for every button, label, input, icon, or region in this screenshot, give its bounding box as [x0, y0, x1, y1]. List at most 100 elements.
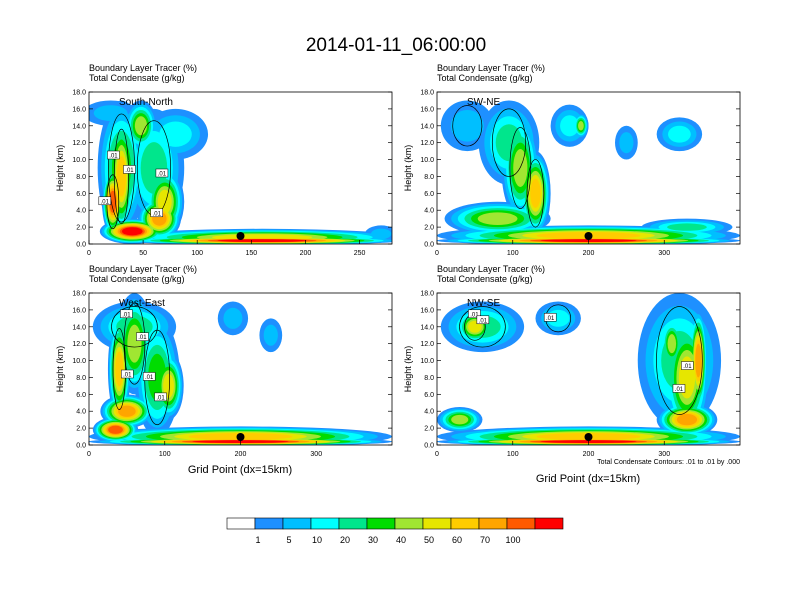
- tracer-cell: [578, 121, 584, 131]
- x-tick-label: 100: [507, 451, 519, 458]
- panel-label: South-North: [119, 97, 173, 108]
- tracer-field: [437, 100, 740, 244]
- y-tick-label: 8.0: [424, 375, 434, 382]
- x-axis-label: Grid Point (dx=15km): [536, 473, 640, 485]
- panel-header-1: Boundary Layer Tracer (%): [437, 264, 545, 274]
- svg-text:.01: .01: [546, 316, 555, 322]
- x-tick-label: 200: [583, 250, 595, 257]
- x-tick-label: 0: [435, 250, 439, 257]
- colorbar-label: 20: [340, 535, 350, 545]
- y-tick-label: 18.0: [72, 291, 86, 298]
- y-tick-label: 14.0: [72, 324, 86, 331]
- condensate-contour: [656, 306, 703, 415]
- panel-header-2: Total Condensate (g/kg): [437, 73, 533, 83]
- colorbar-swatch: [506, 517, 536, 530]
- tracer-cell: [263, 324, 278, 346]
- colorbar-swatch: [226, 517, 256, 530]
- tracer-cell: [217, 239, 307, 242]
- y-tick-label: 4.0: [424, 409, 434, 416]
- svg-text:.01: .01: [675, 387, 684, 393]
- panel-header-1: Boundary Layer Tracer (%): [89, 63, 197, 73]
- y-tick-label: 16.0: [420, 307, 434, 314]
- tracer-cell: [530, 178, 541, 208]
- colorbar-swatch: [534, 517, 564, 530]
- colorbar-label: 5: [286, 535, 291, 545]
- y-tick-label: 4.0: [76, 409, 86, 416]
- x-tick-label: 150: [245, 250, 257, 257]
- y-tick-label: 18.0: [420, 291, 434, 298]
- colorbar-label: 40: [396, 535, 406, 545]
- colorbar-label: 100: [505, 535, 520, 545]
- condensate-contour: [112, 328, 126, 410]
- panel-label: West-East: [119, 298, 165, 309]
- svg-text:.01: .01: [156, 395, 165, 401]
- y-axis-label: Height (km): [403, 346, 413, 393]
- y-tick-label: 6.0: [424, 191, 434, 198]
- svg-text:.01: .01: [122, 312, 131, 318]
- y-tick-label: 10.0: [72, 157, 86, 164]
- colorbar-swatch: [366, 517, 396, 530]
- x-tick-label: 300: [658, 250, 670, 257]
- tracer-cell: [118, 405, 136, 417]
- x-tick-label: 50: [139, 250, 147, 257]
- tracer-cell: [667, 334, 677, 354]
- svg-text:.01: .01: [125, 168, 134, 174]
- contour-label: .01: [120, 309, 133, 318]
- tracer-cell: [477, 212, 518, 226]
- contour-label: .01: [121, 369, 134, 379]
- y-tick-label: 18.0: [72, 90, 86, 97]
- panel-label: SW-NE: [467, 97, 500, 108]
- x-tick-label: 0: [435, 451, 439, 458]
- y-tick-label: 2.0: [424, 426, 434, 433]
- svg-text:.01: .01: [101, 199, 110, 205]
- y-tick-label: 8.0: [424, 174, 434, 181]
- contour-label: .01: [476, 315, 490, 324]
- tracer-cell: [163, 373, 174, 398]
- tracer-cell: [560, 115, 580, 137]
- y-tick-label: 8.0: [76, 375, 86, 382]
- tracer-cell: [157, 189, 172, 214]
- y-axis-label: Height (km): [55, 145, 65, 192]
- tracer-cell: [451, 414, 469, 425]
- condensate-contour: [459, 306, 506, 348]
- x-tick-label: 200: [300, 250, 312, 257]
- contour-label: .01: [142, 372, 156, 381]
- tracer-cell: [108, 425, 123, 434]
- panel-label: NW-SE: [467, 298, 500, 309]
- colorbar-swatch: [282, 517, 312, 530]
- y-tick-label: 2.0: [76, 225, 86, 232]
- x-tick-label: 250: [354, 250, 366, 257]
- colorbar-label: 30: [368, 535, 378, 545]
- contour-label: .01: [123, 165, 136, 174]
- condensate-contour: [113, 128, 129, 225]
- y-tick-label: 16.0: [420, 106, 434, 113]
- y-tick-label: 10.0: [420, 157, 434, 164]
- tracer-cell: [115, 351, 124, 387]
- y-tick-label: 18.0: [420, 90, 434, 97]
- y-tick-label: 12.0: [72, 140, 86, 147]
- contour-label: .01: [154, 392, 167, 401]
- x-tick-label: 300: [658, 451, 670, 458]
- location-marker: [584, 433, 593, 441]
- colorbar-label: 50: [424, 535, 434, 545]
- svg-text:.01: .01: [479, 318, 488, 324]
- tracer-cell: [371, 228, 392, 240]
- x-tick-label: 300: [310, 451, 322, 458]
- y-tick-label: 2.0: [424, 225, 434, 232]
- y-tick-label: 12.0: [420, 341, 434, 348]
- x-tick-label: 200: [235, 451, 247, 458]
- tracer-cell: [668, 125, 691, 143]
- svg-text:.01: .01: [470, 312, 479, 318]
- y-tick-label: 4.0: [76, 208, 86, 215]
- y-tick-label: 2.0: [76, 426, 86, 433]
- contour-label: .01: [155, 168, 169, 178]
- x-tick-label: 0: [87, 451, 91, 458]
- y-tick-label: 12.0: [72, 341, 86, 348]
- colorbar-swatch: [338, 517, 368, 530]
- x-tick-label: 200: [583, 451, 595, 458]
- panel-header-2: Total Condensate (g/kg): [437, 274, 533, 284]
- colorbar: 1 5 10 20 30 40 50 60 70 100: [226, 517, 564, 545]
- y-tick-label: 6.0: [76, 191, 86, 198]
- y-tick-label: 14.0: [72, 123, 86, 130]
- y-tick-label: 6.0: [424, 392, 434, 399]
